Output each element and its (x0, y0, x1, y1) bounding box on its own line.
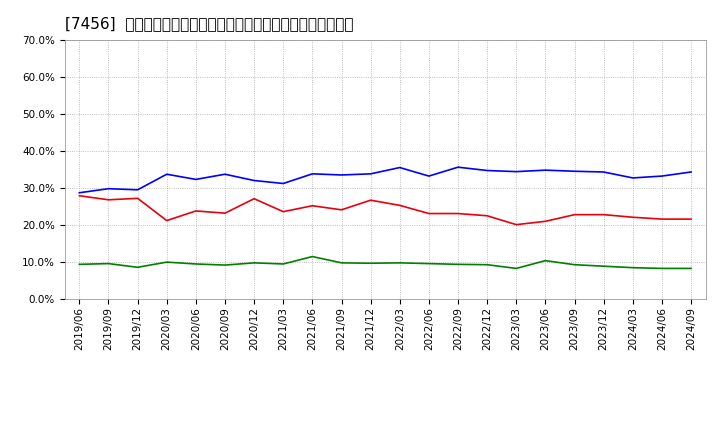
Text: [7456]  売上債権、在庫、買入債務の総資産に対する比率の推移: [7456] 売上債権、在庫、買入債務の総資産に対する比率の推移 (65, 16, 354, 32)
